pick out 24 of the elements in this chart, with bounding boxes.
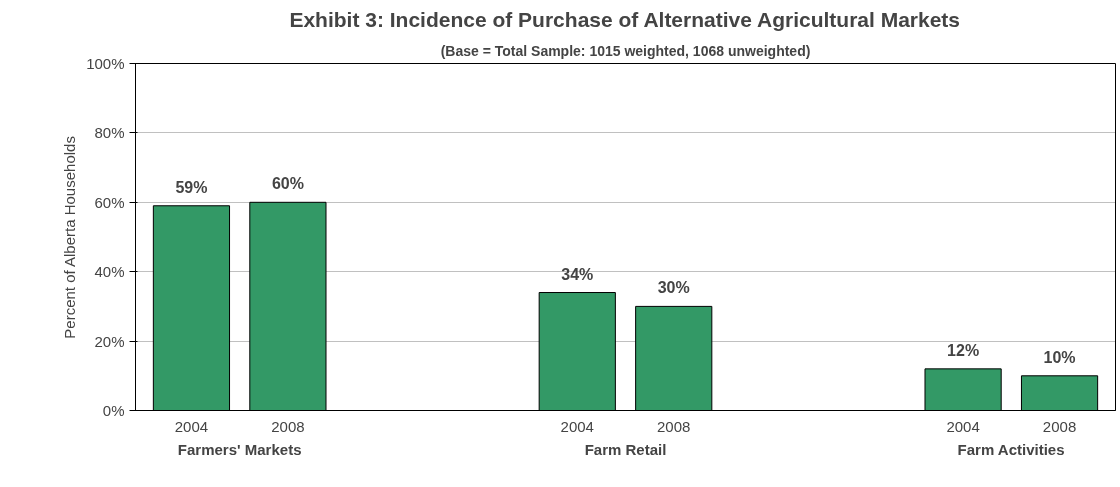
text: Farmers' Markets: [177, 440, 302, 458]
y-tick-label: 0%: [102, 402, 125, 419]
data-label: 12%: [947, 341, 980, 359]
data-label: 59%: [175, 178, 208, 196]
y-tick-label: 40%: [94, 263, 125, 281]
x-tick-label: 2004: [946, 417, 980, 435]
chart-title: Exhibit 3: Incidence of Purchase of Alternative Agricultural Markets: [289, 7, 961, 31]
text: Farm Activities: [957, 440, 1065, 458]
x-tick-label: 2004: [560, 417, 594, 435]
chart-subtitle: (Base = Total Sample: 1015 weighted, 1068 unweighted): [440, 42, 811, 59]
data-label: 34%: [561, 265, 594, 283]
y-tick-label: 100%: [86, 55, 125, 72]
x-tick-label: 2004: [174, 417, 209, 435]
x-tick-label: 2008: [1042, 417, 1077, 435]
data-label: 30%: [657, 279, 690, 297]
data-label: 60%: [271, 175, 304, 193]
y-tick-label: 60%: [94, 193, 125, 211]
text: Farm Retail: [584, 440, 667, 458]
data-label: 10%: [1043, 348, 1076, 366]
y-tick-label: 20%: [94, 332, 125, 350]
x-tick-label: 2008: [271, 417, 305, 435]
y-axis-title: Percent of Alberta Households: [61, 136, 79, 339]
x-tick-label: 2008: [657, 417, 691, 435]
y-tick-label: 80%: [94, 124, 125, 142]
